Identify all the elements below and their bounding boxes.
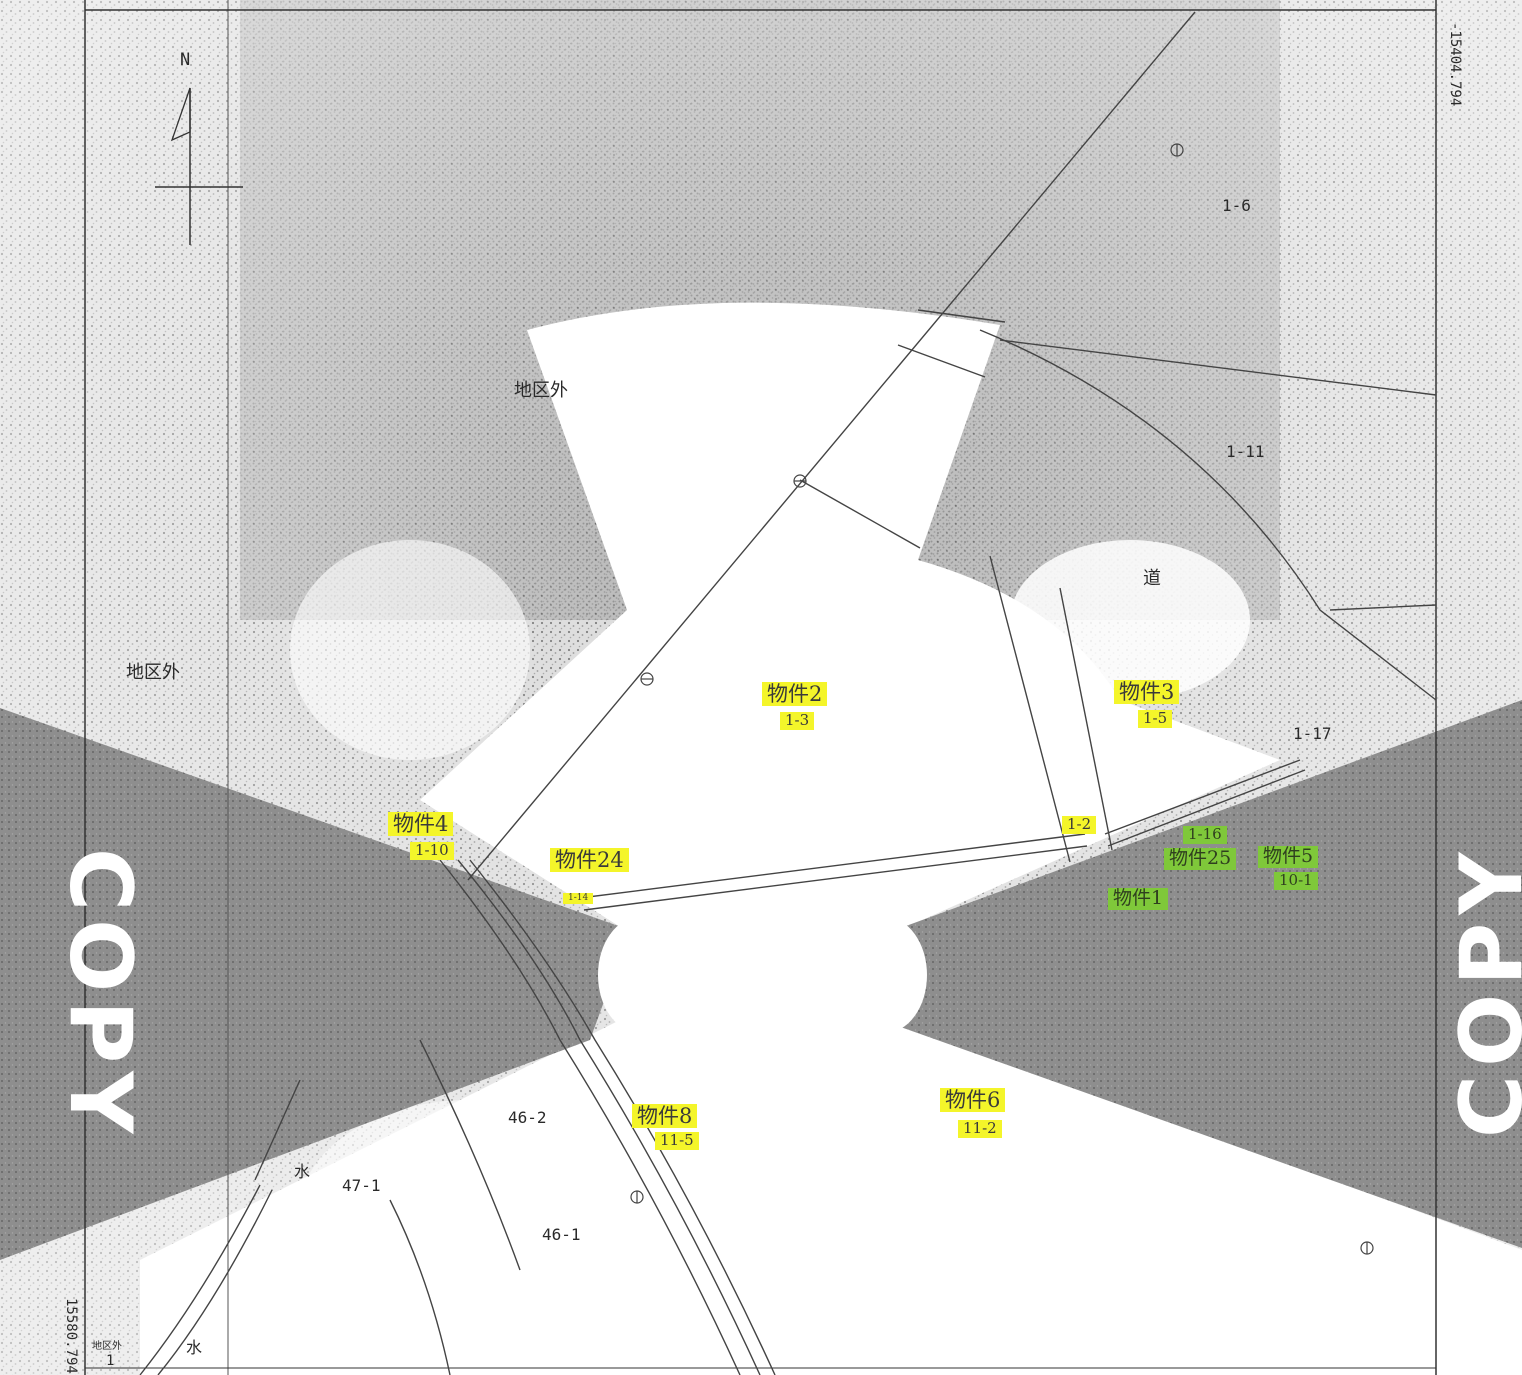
- property-tag: 物件5: [1258, 846, 1319, 868]
- property-tag: 物件3: [1114, 680, 1180, 705]
- watermark-copy-left: COPY: [50, 848, 150, 1142]
- watermark-band-left: [0, 708, 630, 1260]
- property-tag: 物件2: [762, 682, 828, 707]
- property-parcel: 1-10: [410, 842, 454, 860]
- outside-district-small-label: 地区外: [92, 1341, 122, 1352]
- property-parcel: 1-2: [1062, 816, 1097, 834]
- parcel-label: 1-6: [1222, 196, 1251, 215]
- watermark-copy-right: COPY: [1442, 844, 1522, 1138]
- property-parcel: 1-3: [780, 712, 815, 730]
- parcel-label: 46-1: [542, 1225, 581, 1244]
- property-tag: 物件6: [940, 1088, 1006, 1113]
- parcel-label: 1-17: [1293, 724, 1332, 743]
- band-notch: [598, 917, 682, 1033]
- boundary-markers: [630, 143, 1374, 1255]
- property-tag: 物件24: [550, 848, 629, 873]
- property-parcel: 1-14: [563, 893, 594, 905]
- property-parcel: 1-5: [1138, 710, 1173, 728]
- water-label: 水: [294, 1162, 311, 1181]
- cleared-patch: [290, 540, 530, 760]
- property-parcel: 11-2: [958, 1120, 1002, 1138]
- cleared-patch: [1010, 540, 1250, 700]
- north-arrow: [155, 87, 243, 245]
- parcel-boundaries: [139, 11, 1437, 1375]
- coordinate-right: -15404.794: [1447, 22, 1463, 107]
- parcel-label: 46-2: [508, 1108, 547, 1127]
- outside-district-label: 地区外: [514, 380, 568, 401]
- cleared-patch: [1000, 1175, 1380, 1365]
- property-parcel: 10-1: [1274, 872, 1318, 890]
- road-label: 道: [1143, 568, 1161, 589]
- parcel-label: 1: [106, 1353, 115, 1369]
- water-label: 水: [186, 1338, 203, 1357]
- property-parcel: 11-5: [655, 1132, 699, 1150]
- parcel-label: 47-1: [342, 1176, 381, 1195]
- outside-district-label: 地区外: [126, 662, 180, 683]
- property-tag: 物件25: [1164, 848, 1237, 870]
- north-label: N: [180, 50, 191, 70]
- property-tag: 物件4: [388, 812, 454, 837]
- property-tag: 物件8: [632, 1104, 698, 1129]
- property-parcel: 1-16: [1183, 826, 1227, 844]
- watermark-band-right: [895, 700, 1522, 1248]
- property-tag: 物件1: [1108, 888, 1169, 910]
- cleared-patch: [300, 1100, 640, 1320]
- parcel-label: 1-11: [1226, 442, 1265, 461]
- band-notch: [843, 917, 927, 1033]
- coordinate-bottom-left: 15580.794: [63, 1298, 79, 1374]
